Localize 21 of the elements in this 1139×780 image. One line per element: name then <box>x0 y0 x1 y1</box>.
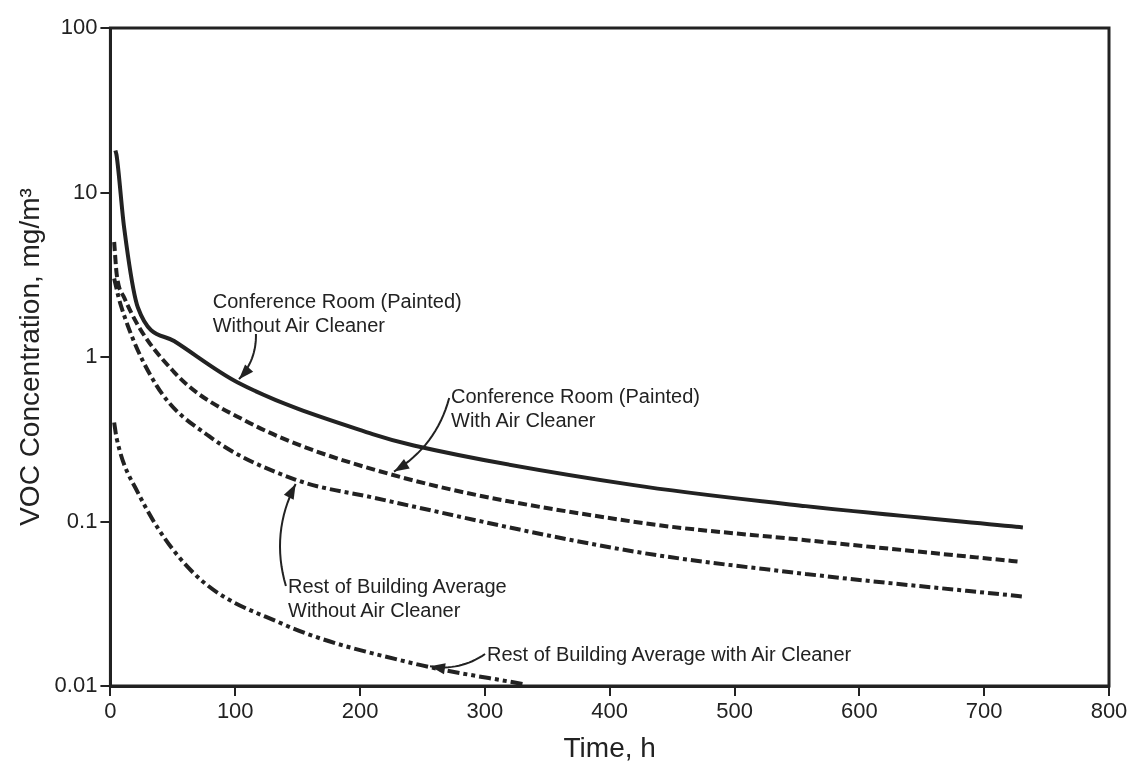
x-tick-label: 0 <box>104 698 117 724</box>
annotation: Rest of Building Average Without Air Cleaner <box>287 574 507 623</box>
x-tick-label: 100 <box>216 698 254 724</box>
x-tick-label: 600 <box>841 698 878 724</box>
y-axis-title: VOC Concentration, mg/m³ <box>13 188 45 526</box>
annotation: Conference Room (Painted) Without Air Cleaner <box>211 289 462 339</box>
y-tick-label: 0.01 <box>54 672 98 698</box>
y-tick-label: 100 <box>60 14 98 40</box>
y-tick-label: 0.1 <box>66 507 98 533</box>
annotation: Rest of Building Average with Air Cleaner <box>486 642 852 667</box>
x-tick-label: 400 <box>591 698 629 724</box>
x-tick-label: 200 <box>341 698 379 724</box>
x-tick-label: 700 <box>965 698 1003 724</box>
y-tick-label: 10 <box>72 178 98 204</box>
x-tick-label: 300 <box>466 698 504 724</box>
annotation: Conference Room (Painted) With Air Cleaner <box>450 384 701 433</box>
y-tick-label: 1 <box>85 343 98 369</box>
line-series <box>113 148 1025 530</box>
x-axis-title: Time, h <box>563 731 656 763</box>
x-tick-label: 500 <box>716 698 753 724</box>
x-tick-label: 800 <box>1090 698 1128 724</box>
